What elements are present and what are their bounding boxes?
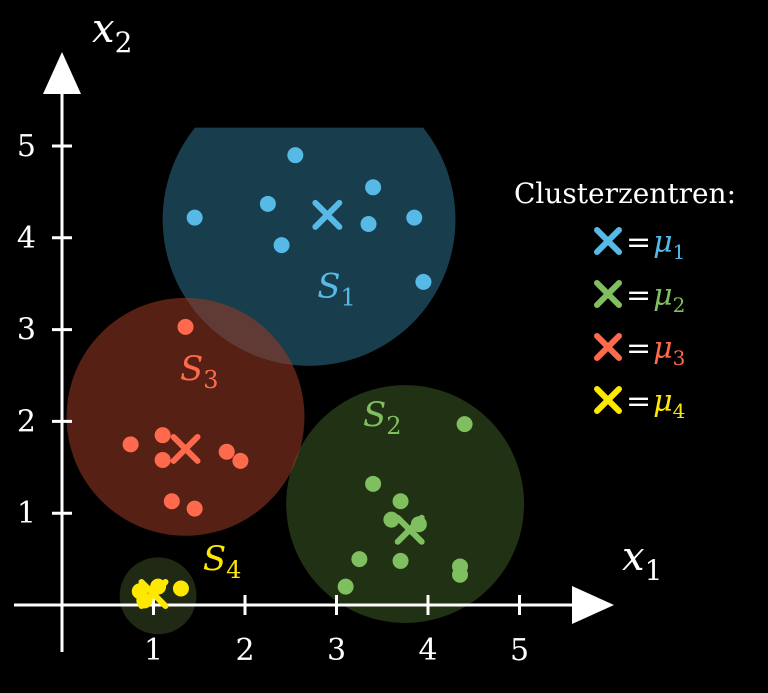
x-tick-label: 4	[418, 633, 437, 668]
data-point	[337, 578, 354, 595]
data-point	[163, 493, 180, 510]
legend-entry-1: =μ1	[594, 225, 685, 264]
y-tick-label: 2	[17, 404, 36, 439]
data-point	[122, 436, 139, 453]
legend-label: =μ1	[626, 225, 685, 264]
data-point	[177, 318, 194, 335]
data-points: S1 S2 S3 S4	[122, 147, 473, 609]
data-point	[406, 209, 423, 226]
centroid-marker-4	[138, 578, 169, 609]
x-tick-label: 3	[327, 633, 346, 668]
data-point	[392, 493, 409, 510]
cluster-label-4: S4	[203, 539, 242, 584]
cluster-region-1	[162, 127, 456, 366]
data-point	[360, 216, 377, 233]
x-axis-arrow	[572, 586, 614, 624]
legend-entry-2: =μ2	[594, 278, 685, 317]
data-point	[172, 580, 189, 597]
y-tick-label: 4	[17, 221, 36, 256]
legend-label: =μ3	[626, 331, 685, 370]
cluster-label-1: S1	[317, 266, 356, 311]
legend-entry-3: =μ3	[594, 331, 685, 370]
data-point	[365, 179, 382, 196]
y-tick-label: 1	[17, 496, 36, 531]
y-tick-label: 5	[17, 129, 36, 164]
centroid-marker-1	[312, 199, 343, 230]
legend-label: =μ4	[626, 384, 685, 423]
data-point	[154, 427, 171, 444]
x-axis-label: x1	[622, 534, 662, 587]
data-point	[259, 195, 276, 212]
y-tick-label: 3	[17, 313, 36, 348]
data-point	[351, 551, 368, 568]
legend: Clusterzentren: =μ1 =μ2 =μ3 =μ4	[514, 177, 736, 423]
data-point	[383, 511, 400, 528]
cluster-region-3	[66, 297, 305, 536]
data-point	[218, 443, 235, 460]
data-point	[392, 552, 409, 569]
data-point	[273, 237, 290, 254]
legend-label: =μ2	[626, 278, 685, 317]
centroid-marker-3	[170, 433, 201, 464]
data-point	[365, 475, 382, 492]
data-point	[154, 451, 171, 468]
axes: x1 x2	[14, 6, 662, 652]
centroid-marker-2	[394, 514, 425, 545]
y-axis-arrow	[43, 52, 81, 94]
x-tick-label: 2	[235, 633, 254, 668]
legend-title: Clusterzentren:	[514, 177, 736, 210]
y-axis-label: x2	[92, 6, 132, 59]
axis-ticks: 1 2 3 4 5 1 2 3 4 5	[17, 129, 529, 668]
cluster-label-3: S3	[180, 349, 219, 394]
data-point	[287, 147, 304, 164]
legend-entry-4: =μ4	[594, 384, 685, 423]
x-tick-label: 1	[144, 633, 163, 668]
x-tick-label: 5	[510, 633, 529, 668]
cluster-label-2: S2	[363, 395, 402, 440]
data-point	[186, 209, 203, 226]
data-point	[456, 416, 473, 433]
data-point	[186, 500, 203, 517]
data-point	[452, 566, 469, 583]
data-point	[415, 273, 432, 290]
data-point	[232, 452, 249, 469]
